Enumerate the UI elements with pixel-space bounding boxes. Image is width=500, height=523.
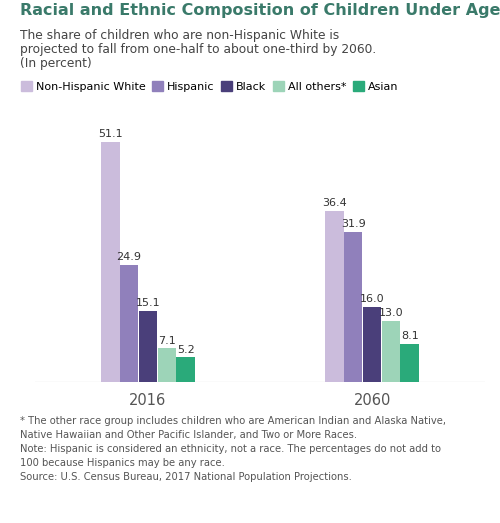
Bar [363, 307, 382, 382]
Text: 7.1: 7.1 [158, 336, 176, 346]
Text: * The other race group includes children who are American Indian and Alaska Nati: * The other race group includes children… [20, 416, 446, 482]
Bar [158, 348, 176, 382]
Text: 36.4: 36.4 [322, 198, 347, 208]
Text: The share of children who are non-Hispanic White is: The share of children who are non-Hispan… [20, 29, 339, 42]
Text: 16.0: 16.0 [360, 294, 384, 304]
Legend: Non-Hispanic White, Hispanic, Black, All others*, Asian: Non-Hispanic White, Hispanic, Black, All… [20, 82, 398, 92]
Text: 8.1: 8.1 [401, 331, 418, 341]
Bar [382, 321, 400, 382]
Text: 24.9: 24.9 [116, 252, 141, 262]
Bar [120, 265, 139, 382]
Text: 13.0: 13.0 [378, 308, 403, 318]
Text: 15.1: 15.1 [136, 298, 160, 308]
Text: 51.1: 51.1 [98, 129, 122, 139]
Text: (In percent): (In percent) [20, 57, 92, 70]
Text: 31.9: 31.9 [341, 220, 365, 230]
Bar [400, 344, 419, 382]
Text: projected to fall from one-half to about one-third by 2060.: projected to fall from one-half to about… [20, 43, 376, 56]
Bar [325, 211, 344, 382]
Text: 5.2: 5.2 [176, 345, 194, 355]
Bar [138, 311, 157, 382]
Text: Racial and Ethnic Composition of Children Under Age 18: Racial and Ethnic Composition of Childre… [20, 3, 500, 18]
Bar [176, 357, 195, 382]
Bar [344, 232, 362, 382]
Bar [101, 142, 119, 382]
